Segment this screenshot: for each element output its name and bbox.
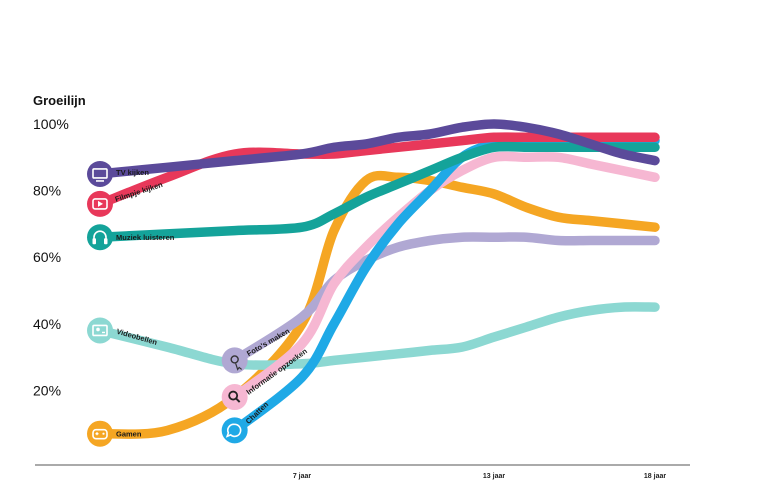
y-tick-label: 80% — [33, 183, 61, 199]
marker-circle — [87, 160, 113, 187]
x-axis-ticks: 7 jaar 13 jaar 18 jaar — [293, 473, 667, 480]
chart-title: Groeilijn — [33, 93, 86, 108]
series-line-tv-kijken — [95, 119, 660, 179]
y-tick-label: 20% — [33, 382, 61, 398]
marker-circle — [87, 317, 113, 344]
series-start-marker — [87, 317, 113, 344]
y-axis-ticks: 100% 80% 60% 40% 20% — [33, 116, 69, 398]
play-icon — [92, 198, 108, 210]
marker-circle — [87, 420, 113, 447]
photo-icon — [230, 355, 243, 371]
series-line-informatie-opzoeken — [229, 151, 660, 402]
series-start-markers — [87, 160, 248, 447]
series-line-muziek-luisteren — [95, 141, 660, 242]
series-start-marker — [87, 420, 113, 447]
x-tick-label: 7 jaar — [293, 473, 312, 480]
y-tick-label: 60% — [33, 249, 61, 265]
series-label: TV kijken — [116, 168, 149, 177]
search-icon — [228, 390, 241, 403]
gamepad-icon — [92, 428, 108, 440]
marker-circle — [87, 224, 113, 251]
series-start-marker — [87, 160, 113, 187]
series-start-marker — [221, 417, 248, 444]
marker-circle — [221, 417, 248, 444]
series-label: Muziek luisteren — [116, 233, 175, 242]
tv-icon — [92, 168, 108, 182]
video-call-icon — [92, 324, 108, 337]
x-tick-label: 13 jaar — [483, 473, 505, 480]
series-line-gamen — [95, 170, 660, 439]
series-label: Gamen — [116, 430, 142, 439]
series-start-marker — [221, 384, 248, 411]
y-tick-label: 100% — [33, 116, 69, 132]
marker-circle — [221, 347, 248, 374]
series-line-videobellen — [95, 302, 660, 370]
series-start-marker — [87, 224, 113, 251]
x-tick-label: 18 jaar — [644, 473, 666, 480]
series-start-marker — [87, 190, 113, 217]
chat-icon — [225, 423, 242, 438]
series-lines — [95, 119, 660, 439]
y-tick-label: 40% — [33, 316, 61, 332]
headphones-icon — [92, 230, 108, 245]
marker-circle — [221, 384, 248, 411]
series-start-marker — [221, 347, 248, 374]
